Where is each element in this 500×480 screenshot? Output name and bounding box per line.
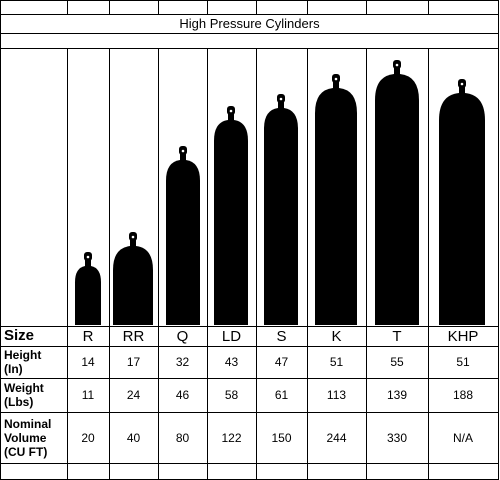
table-cell: 43 bbox=[224, 355, 239, 369]
cylinder-neck bbox=[228, 114, 234, 122]
column-header: K bbox=[331, 327, 342, 345]
cylinder-body bbox=[214, 120, 248, 325]
table-cell: 244 bbox=[326, 430, 347, 445]
table-cell: 32 bbox=[175, 355, 190, 369]
cylinder-body bbox=[315, 88, 357, 325]
table-cell: 46 bbox=[175, 388, 190, 402]
table-cell: 58 bbox=[224, 388, 239, 402]
cylinder-neck bbox=[333, 82, 339, 90]
column-header: RR bbox=[122, 327, 145, 345]
table-cell: 150 bbox=[271, 430, 292, 445]
row-header: Size bbox=[4, 327, 35, 344]
table-cell: 51 bbox=[329, 355, 344, 369]
valve-hole bbox=[279, 97, 283, 101]
column-header: KHP bbox=[447, 327, 479, 345]
cylinder-body bbox=[264, 108, 298, 325]
table-cell: 14 bbox=[81, 355, 95, 369]
cylinder-body bbox=[166, 160, 200, 325]
table-cell: 122 bbox=[221, 430, 242, 445]
table-cell: 113 bbox=[326, 388, 347, 402]
row-label: Nominal Volume (CU FT) bbox=[4, 416, 52, 459]
cylinder-neck bbox=[180, 154, 186, 162]
valve-hole bbox=[229, 109, 233, 113]
cylinder-body bbox=[439, 93, 485, 325]
table-cell: 11 bbox=[81, 388, 95, 402]
row-label: Height (In) bbox=[4, 348, 42, 376]
table-cell: 188 bbox=[452, 388, 474, 402]
row-label: Weight (Lbs) bbox=[4, 381, 44, 409]
table-cell: 51 bbox=[456, 355, 470, 369]
table-cell: 55 bbox=[390, 355, 404, 369]
cylinder-neck bbox=[130, 240, 136, 248]
table-cell: 40 bbox=[126, 430, 141, 445]
valve-hole bbox=[395, 63, 399, 67]
column-header: S bbox=[276, 327, 287, 345]
table-cell: 139 bbox=[386, 388, 408, 402]
cylinder-body bbox=[75, 266, 101, 325]
table-cell: 61 bbox=[274, 388, 289, 402]
column-header: LD bbox=[221, 327, 242, 345]
cylinder-body bbox=[113, 246, 153, 325]
cylinder-neck bbox=[85, 260, 91, 268]
column-header: T bbox=[392, 327, 402, 345]
table-cell: 47 bbox=[274, 355, 289, 369]
table-cell: 24 bbox=[126, 388, 141, 402]
table-title: High Pressure Cylinders bbox=[179, 16, 320, 31]
column-header: Q bbox=[176, 327, 189, 345]
cylinder-neck bbox=[278, 102, 284, 110]
column-header: R bbox=[82, 327, 94, 345]
valve-hole bbox=[86, 255, 90, 259]
cylinder-neck bbox=[459, 87, 465, 95]
valve-hole bbox=[334, 77, 338, 81]
valve-hole bbox=[181, 149, 185, 153]
valve-hole bbox=[460, 82, 464, 86]
cylinder-neck bbox=[394, 68, 400, 76]
valve-hole bbox=[131, 235, 135, 239]
table-cell: 330 bbox=[386, 430, 408, 445]
table-cell: N/A bbox=[452, 430, 473, 445]
cylinder-body bbox=[375, 74, 419, 325]
table-cell: 80 bbox=[175, 430, 190, 445]
table-cell: 20 bbox=[81, 430, 95, 445]
table-cell: 17 bbox=[126, 355, 141, 369]
